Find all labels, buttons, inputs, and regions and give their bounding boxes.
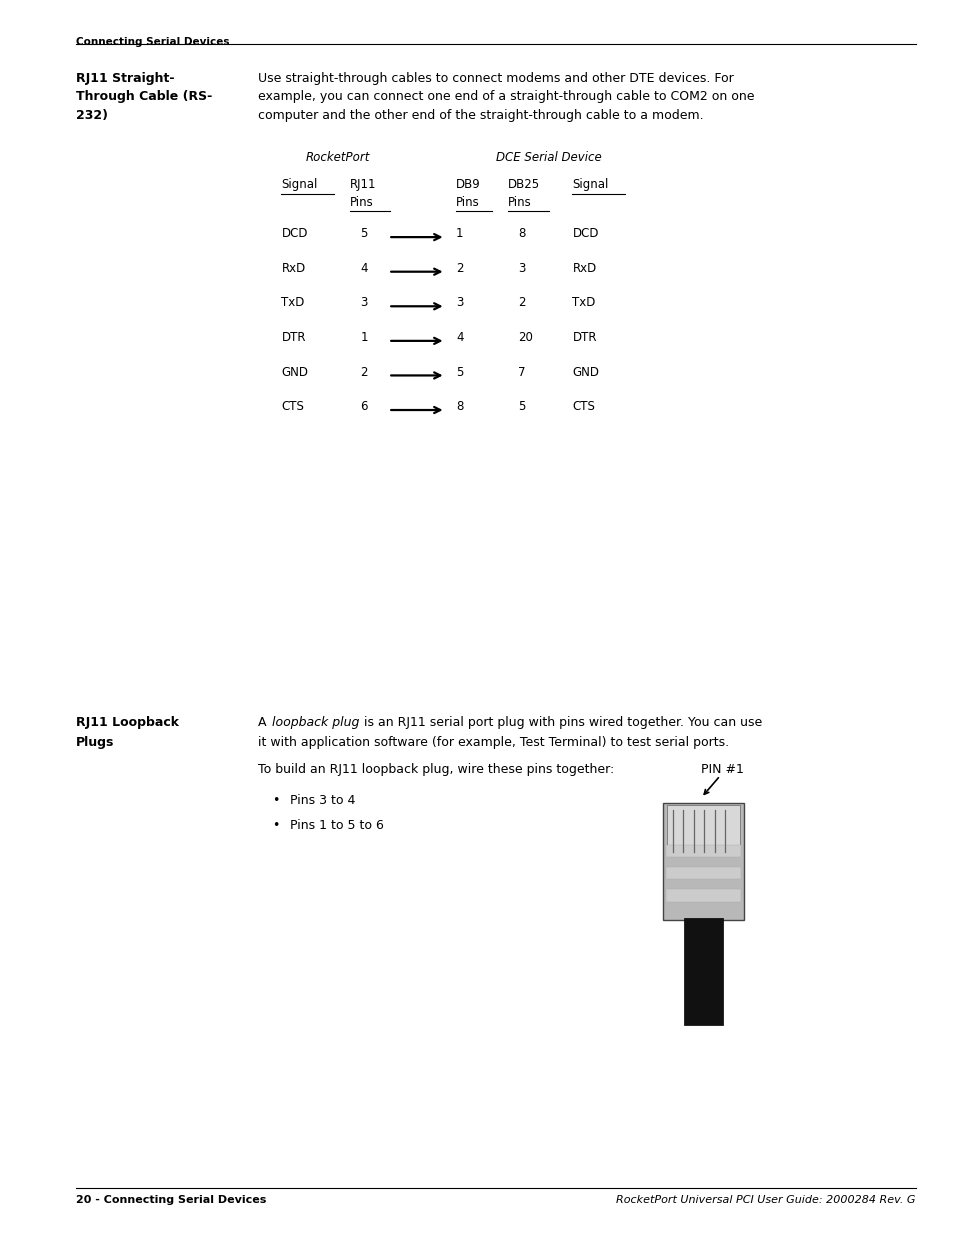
Text: Pins: Pins	[507, 196, 531, 210]
Text: 1: 1	[456, 227, 463, 241]
Text: loopback plug: loopback plug	[272, 716, 359, 730]
Text: RxD: RxD	[572, 262, 596, 275]
Text: is an RJ11 serial port plug with pins wired together. You can use: is an RJ11 serial port plug with pins wi…	[359, 716, 761, 730]
Text: •: •	[272, 794, 279, 808]
Text: 20 - Connecting Serial Devices: 20 - Connecting Serial Devices	[76, 1195, 267, 1205]
Text: Pins 1 to 5 to 6: Pins 1 to 5 to 6	[290, 819, 383, 832]
Text: 4: 4	[360, 262, 368, 275]
Text: RocketPort Universal PCI User Guide: 2000284 Rev. G: RocketPort Universal PCI User Guide: 200…	[616, 1195, 915, 1205]
Text: CTS: CTS	[281, 400, 304, 414]
Text: 3: 3	[517, 262, 525, 275]
FancyBboxPatch shape	[666, 805, 740, 855]
Text: 2: 2	[456, 262, 463, 275]
Text: 20: 20	[517, 331, 533, 345]
Text: DTR: DTR	[572, 331, 597, 345]
Text: •: •	[272, 819, 279, 832]
Text: Pins: Pins	[456, 196, 479, 210]
Text: Pins: Pins	[350, 196, 374, 210]
Text: RxD: RxD	[281, 262, 305, 275]
FancyBboxPatch shape	[665, 889, 740, 902]
Text: TxD: TxD	[281, 296, 305, 310]
Text: Use straight-through cables to connect modems and other DTE devices. For: Use straight-through cables to connect m…	[257, 72, 733, 85]
Text: Through Cable (RS-: Through Cable (RS-	[76, 90, 213, 104]
Text: 3: 3	[456, 296, 463, 310]
FancyBboxPatch shape	[665, 867, 740, 879]
Text: 1: 1	[360, 331, 368, 345]
Text: Plugs: Plugs	[76, 736, 114, 750]
Text: CTS: CTS	[572, 400, 595, 414]
Text: PIN #1: PIN #1	[700, 763, 743, 777]
Text: 3: 3	[360, 296, 368, 310]
Text: Signal: Signal	[572, 178, 608, 191]
Text: Pins 3 to 4: Pins 3 to 4	[290, 794, 355, 808]
Text: DTR: DTR	[281, 331, 306, 345]
FancyBboxPatch shape	[665, 845, 740, 857]
Text: DCD: DCD	[281, 227, 308, 241]
Text: DCD: DCD	[572, 227, 598, 241]
Text: Connecting Serial Devices: Connecting Serial Devices	[76, 37, 230, 47]
Text: 8: 8	[517, 227, 525, 241]
Text: DCE Serial Device: DCE Serial Device	[496, 151, 601, 164]
Text: 5: 5	[360, 227, 368, 241]
Text: computer and the other end of the straight-through cable to a modem.: computer and the other end of the straig…	[257, 109, 702, 122]
Text: 4: 4	[456, 331, 463, 345]
Text: To build an RJ11 loopback plug, wire these pins together:: To build an RJ11 loopback plug, wire the…	[257, 763, 613, 777]
Text: example, you can connect one end of a straight-through cable to COM2 on one: example, you can connect one end of a st…	[257, 90, 753, 104]
Text: 2: 2	[517, 296, 525, 310]
Text: RJ11: RJ11	[350, 178, 376, 191]
Text: GND: GND	[572, 366, 598, 379]
Text: A: A	[257, 716, 270, 730]
Text: RJ11 Loopback: RJ11 Loopback	[76, 716, 179, 730]
FancyBboxPatch shape	[683, 918, 722, 1025]
Text: GND: GND	[281, 366, 308, 379]
Text: 5: 5	[456, 366, 463, 379]
Text: 7: 7	[517, 366, 525, 379]
Text: it with application software (for example, Test Terminal) to test serial ports.: it with application software (for exampl…	[257, 736, 728, 750]
Text: 232): 232)	[76, 109, 109, 122]
FancyBboxPatch shape	[662, 803, 743, 920]
Text: RocketPort: RocketPort	[305, 151, 369, 164]
Text: 8: 8	[456, 400, 463, 414]
Text: Signal: Signal	[281, 178, 317, 191]
Text: TxD: TxD	[572, 296, 596, 310]
Text: 2: 2	[360, 366, 368, 379]
Text: DB25: DB25	[507, 178, 539, 191]
Text: 6: 6	[360, 400, 368, 414]
Text: 5: 5	[517, 400, 525, 414]
Text: DB9: DB9	[456, 178, 480, 191]
Text: RJ11 Straight-: RJ11 Straight-	[76, 72, 174, 85]
